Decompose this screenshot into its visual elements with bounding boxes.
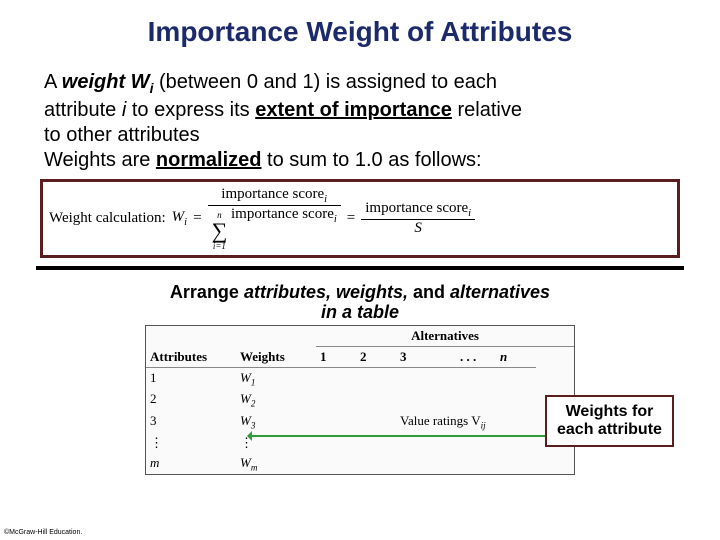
f2ns: i [468,208,471,219]
wi-w: W [172,209,185,225]
fraction-1: importance scorei n ∑ i=1 importance sco… [208,186,341,251]
f1d: importance score [231,206,334,222]
arrow-icon [250,435,545,437]
th-1: 1 [316,347,356,368]
f1n: importance score [221,186,324,202]
frac1-num: importance scorei [217,186,331,205]
frac2-den: S [410,220,426,237]
value-ratings-cell: Value ratings Vij [396,411,536,433]
th-2: 2 [356,347,396,368]
f1ns: i [324,194,327,205]
frac1-den: n ∑ i=1 importance scorei [208,206,341,251]
table-row: ⋮ [146,433,236,453]
th-dots: . . . [456,347,496,368]
th-weights: Weights [236,347,316,368]
weights-label-box: Weights for each attribute [545,395,674,447]
wm: W [240,455,251,470]
fraction-2: importance scorei S [361,200,475,237]
ar-d: alternatives [450,282,550,302]
vrs: ij [481,421,486,431]
attributes-table: Alternatives Attributes Weights 1 2 3 . … [145,325,575,475]
table-row: W3 [236,411,316,433]
p-weight: weight W [62,71,150,93]
table-row: 2 [146,389,236,411]
p-extent: extent of importance [255,99,452,121]
p-norm: normalized [156,149,262,171]
p-t8: to sum to 1.0 as follows: [261,149,481,171]
w2s: 2 [251,399,256,409]
sigma-sym: ∑ [212,220,228,242]
page-title: Importance Weight of Attributes [0,0,720,48]
body-paragraph: A weight Wi (between 0 and 1) is assigne… [0,70,720,173]
ar-a: Arrange [170,282,244,302]
th-n: n [496,347,536,368]
w3s: 3 [251,421,256,431]
f1ds: i [334,214,337,225]
formula-row: Weight calculation: Wi = importance scor… [49,186,671,251]
table-alt-header: Alternatives [316,326,574,347]
wi-sub: i [184,217,187,228]
p-t2: (between 0 and 1) is assigned to each [153,71,497,93]
p-t6: to other attributes [44,124,200,146]
p-t1: A [44,71,62,93]
ar-e: in a table [321,302,399,322]
p-t5: relative [452,99,522,121]
copyright: ©McGraw-Hill Education. [4,529,82,536]
formula-label: Weight calculation: [49,210,166,227]
w1: W [240,370,251,385]
ar-c: and [408,282,450,302]
ar-b: attributes, weights, [244,282,408,302]
table-row: m [146,453,236,475]
th-3: 3 [396,347,456,368]
sigma-bot: i=1 [213,242,226,251]
table-row: Wm [236,453,316,475]
formula-eq1: = [193,210,201,227]
formula-eq2: = [347,210,355,227]
frac2-num: importance scorei [361,200,475,219]
w1s: 1 [251,377,256,387]
table-row: W1 [236,368,316,390]
table-row: 1 [146,368,236,390]
title-text: Importance Weight of Attributes [148,16,573,47]
vr: Value ratings V [400,413,481,428]
table-row: W2 [236,389,316,411]
p-t7: Weights are [44,149,156,171]
table-row: 3 [146,411,236,433]
formula-box: Weight calculation: Wi = importance scor… [40,179,680,258]
th-attr: Attributes [146,347,236,368]
formula-wi: Wi [172,209,187,228]
p-t4: to express its [126,99,255,121]
w3: W [240,413,251,428]
divider [36,266,684,270]
table-grid: Attributes Weights 1 2 3 . . . n 1 W1 2 … [146,347,574,474]
arrange-instruction: Arrange attributes, weights, and alterna… [0,282,720,323]
lb-l2: each attribute [557,421,662,438]
lb-l1: Weights for [566,403,654,420]
p-t3: attribute [44,99,122,121]
wms: m [251,462,258,472]
sigma-icon: n ∑ i=1 [212,211,228,251]
w2: W [240,391,251,406]
f2n: importance score [365,200,468,216]
